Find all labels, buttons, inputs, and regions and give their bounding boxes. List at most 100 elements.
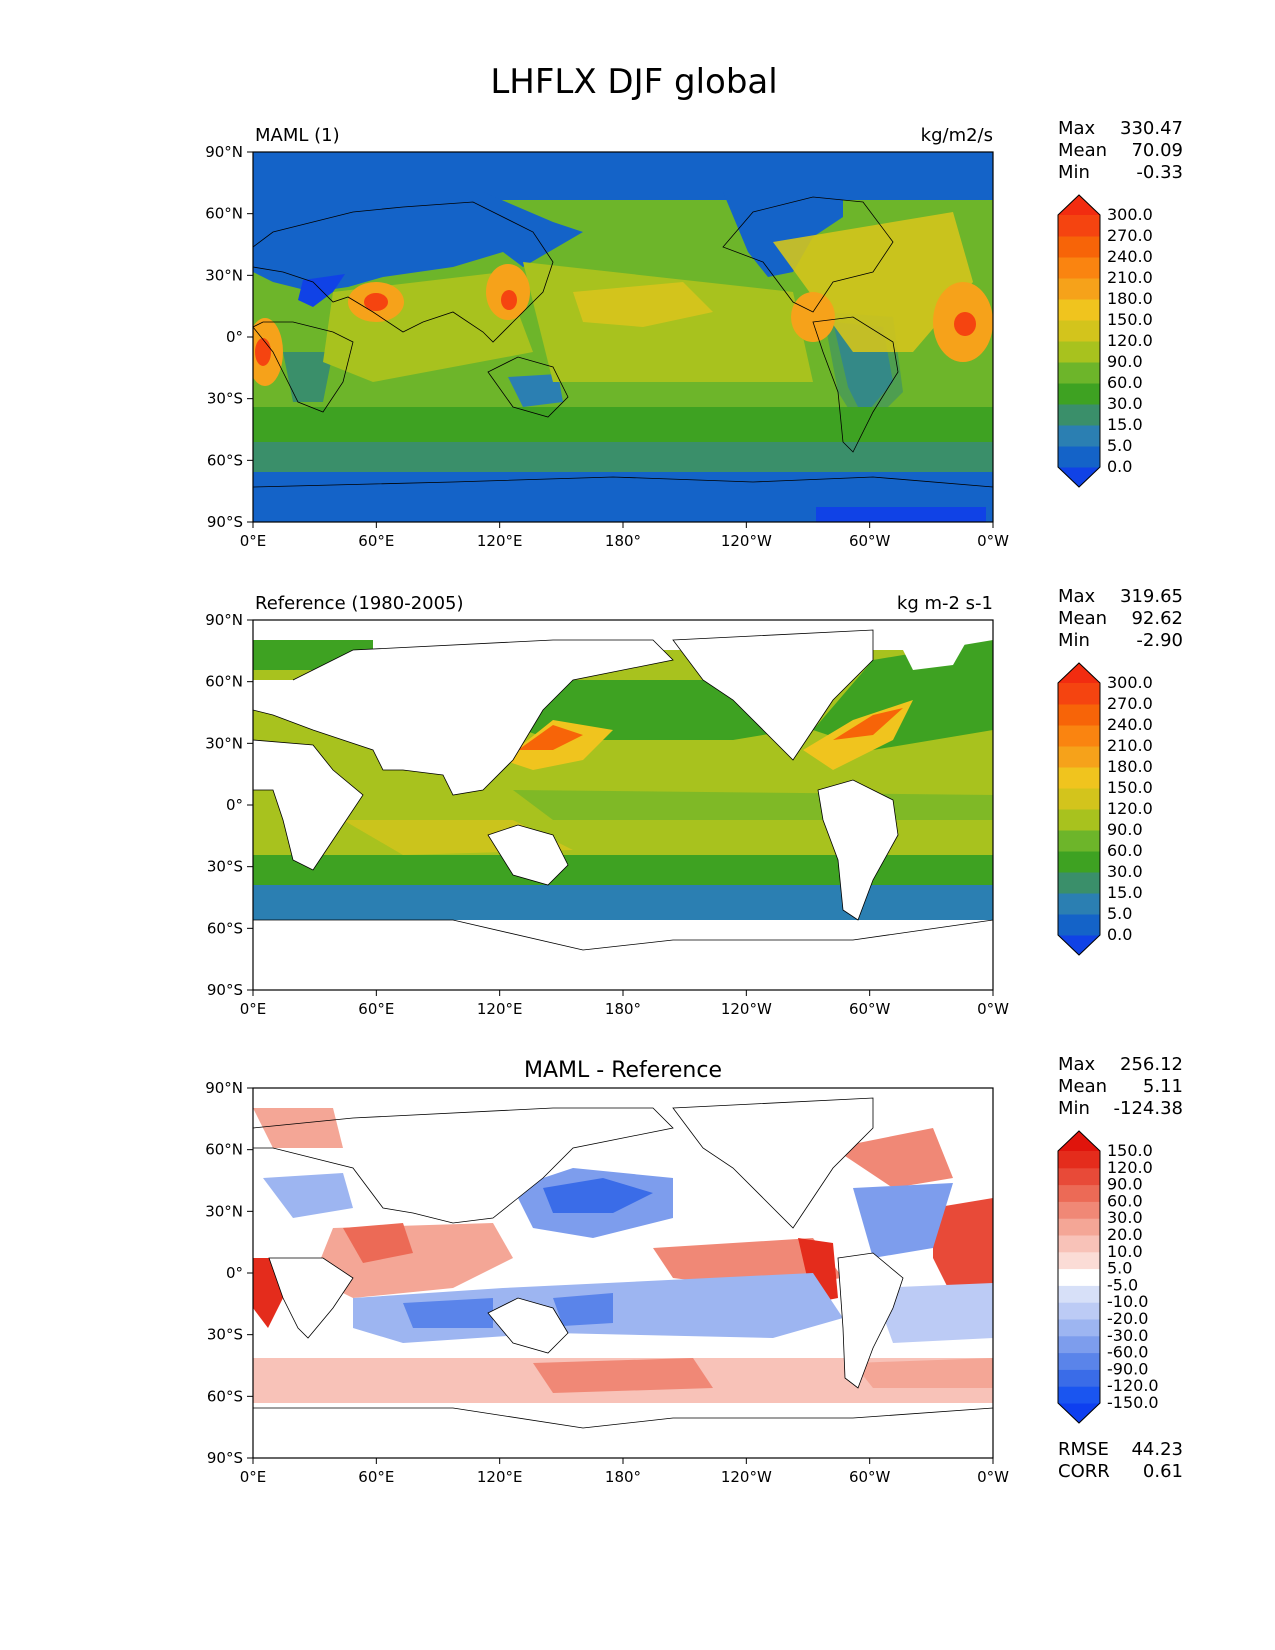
colorbar-swatch	[1058, 1302, 1100, 1320]
colorbar-swatch	[1058, 893, 1100, 915]
colorbar-extend-min	[1058, 1403, 1100, 1423]
colorbar-tick-label: 120.0	[1107, 799, 1153, 818]
stat-value-mean: 70.09	[1131, 140, 1183, 161]
field-southern-core	[533, 1358, 713, 1393]
colorbar-tick-label: -150.0	[1107, 1393, 1159, 1412]
y-tick-label: 90°N	[205, 1079, 243, 1097]
colorbar-swatch	[1058, 1335, 1100, 1354]
colorbar-tick-label: -20.0	[1107, 1309, 1148, 1328]
y-tick-label: 30°S	[207, 858, 243, 876]
x-tick-label: 120°E	[477, 532, 523, 550]
panel-axes: 0°E 60°E 120°E 180° 120°W 60°W 0°W 90°N 60°N 30°N…	[205, 143, 1009, 550]
panel-difference: MAML - Reference	[205, 1054, 1183, 1486]
y-tick-label: 90°N	[205, 611, 243, 629]
colorbar-extend-max	[1058, 1131, 1100, 1151]
field-australia-dry	[508, 374, 563, 407]
colorbar-tick-label: -60.0	[1107, 1343, 1148, 1362]
colorbar-swatch	[1058, 914, 1100, 936]
field-spac-core	[403, 1298, 493, 1328]
colorbar-tick-label: 10.0	[1107, 1242, 1143, 1261]
field-eurasia-dry	[253, 192, 583, 292]
colorbar-tick-label: 300.0	[1107, 673, 1153, 692]
colorbar-swatch	[1058, 1251, 1100, 1270]
colorbar-extend-min	[1058, 935, 1100, 955]
colorbar-tick-label: 0.0	[1107, 925, 1132, 944]
field-tropics-green	[513, 790, 993, 820]
error-stats: RMSE 44.23 CORR 0.61	[1058, 1439, 1183, 1482]
stat-label-corr: CORR	[1058, 1461, 1110, 1482]
field-hotspot-atlantic-core	[954, 312, 976, 336]
colorbar-tick-label: 210.0	[1107, 268, 1153, 287]
colorbar-swatch	[1058, 1369, 1100, 1387]
x-tick-label: 0°E	[240, 1468, 267, 1486]
colorbar-tick-label: 15.0	[1107, 883, 1143, 902]
x-tick-label: 0°W	[977, 1000, 1009, 1018]
colorbar-swatch	[1058, 1319, 1100, 1337]
colorbar-tick-label: -10.0	[1107, 1292, 1148, 1311]
stats-block: Max 330.47 Mean 70.09 Min -0.33	[1058, 118, 1183, 183]
field-arabian-positive	[343, 1223, 413, 1263]
colorbar-tick-label: 60.0	[1107, 841, 1143, 860]
colorbar-swatch	[1058, 704, 1100, 726]
field-peru-positive	[798, 1238, 838, 1303]
field-atlantic-band	[773, 212, 973, 352]
land-greenland	[893, 630, 973, 670]
panel-right-title: kg m-2 s-1	[897, 593, 993, 614]
colorbar-extend-max	[1058, 663, 1100, 683]
field-southern-core-2	[853, 1358, 993, 1388]
stat-value-max: 256.12	[1120, 1054, 1183, 1075]
panel-axes: 0°E 60°E 120°E 180° 120°W 60°W 0°W 90°N 60°N 30°N…	[205, 611, 1009, 1018]
panel-test: MAML (1) kg/m2/s	[205, 118, 1183, 550]
x-tick-label: 120°E	[477, 1468, 523, 1486]
field-pacific-core	[573, 282, 713, 327]
colorbar-outline	[1057, 1130, 1101, 1424]
stat-value-corr: 0.61	[1143, 1461, 1183, 1482]
colorbar-swatch	[1058, 236, 1100, 258]
stat-label-min: Min	[1058, 1098, 1090, 1119]
field-hotspot-africa-core	[255, 338, 271, 366]
stat-label-min: Min	[1058, 630, 1090, 651]
field-spac-core-2	[553, 1293, 613, 1326]
colorbar-tick-label: 120.0	[1107, 1158, 1153, 1177]
field-atlantic-positive	[933, 1198, 993, 1298]
y-tick-label: 30°S	[207, 1326, 243, 1344]
x-tick-label: 0°W	[977, 1468, 1009, 1486]
colorbar-tick-label: 5.0	[1107, 904, 1132, 923]
colorbar-swatch	[1058, 446, 1100, 468]
field-antarctic-low	[816, 507, 986, 522]
x-tick-label: 60°W	[849, 532, 891, 550]
map-field	[253, 152, 993, 522]
y-tick-label: 60°S	[207, 919, 243, 937]
field-med-negative	[263, 1173, 353, 1218]
y-tick-label: 0°	[226, 328, 243, 346]
colorbar-swatch	[1058, 1352, 1100, 1370]
colorbar-tick-label: 60.0	[1107, 1191, 1143, 1210]
colorbar-tick-label: 210.0	[1107, 736, 1153, 755]
x-tick-label: 0°W	[977, 532, 1009, 550]
stat-label-min: Min	[1058, 162, 1090, 183]
colorbar-swatch	[1058, 404, 1100, 426]
x-tick-label: 180°	[605, 1000, 641, 1018]
stat-value-mean: 5.11	[1143, 1076, 1183, 1097]
colorbar-swatch	[1058, 1201, 1100, 1219]
x-tick-label: 180°	[605, 532, 641, 550]
colorbar-tick-label: 90.0	[1107, 820, 1143, 839]
panel-left-title: Reference (1980-2005)	[255, 593, 464, 614]
colorbar-tick-label: 270.0	[1107, 694, 1153, 713]
colorbar-tick-label: 5.0	[1107, 436, 1132, 455]
y-tick-label: 90°S	[207, 513, 243, 531]
field-hotspot-westpac-core	[501, 290, 517, 310]
y-tick-label: 90°S	[207, 981, 243, 999]
field-southern-teal	[253, 885, 993, 920]
stat-label-max: Max	[1058, 1054, 1096, 1075]
colorbar-tick-label: 300.0	[1107, 205, 1153, 224]
colorbar-tick-label: -5.0	[1107, 1275, 1138, 1294]
y-tick-label: 90°N	[205, 143, 243, 161]
colorbar-swatch	[1058, 383, 1100, 405]
colorbar-outline	[1057, 194, 1101, 488]
panel-axes: 0°E 60°E 120°E 180° 120°W 60°W 0°W 90°N 60°N 30°N…	[205, 1079, 1009, 1486]
colorbar-swatch	[1058, 683, 1100, 705]
colorbar-extend-max	[1058, 195, 1100, 215]
field-hotspot-gulf	[791, 292, 835, 342]
stat-value-min: -124.38	[1114, 1098, 1183, 1119]
